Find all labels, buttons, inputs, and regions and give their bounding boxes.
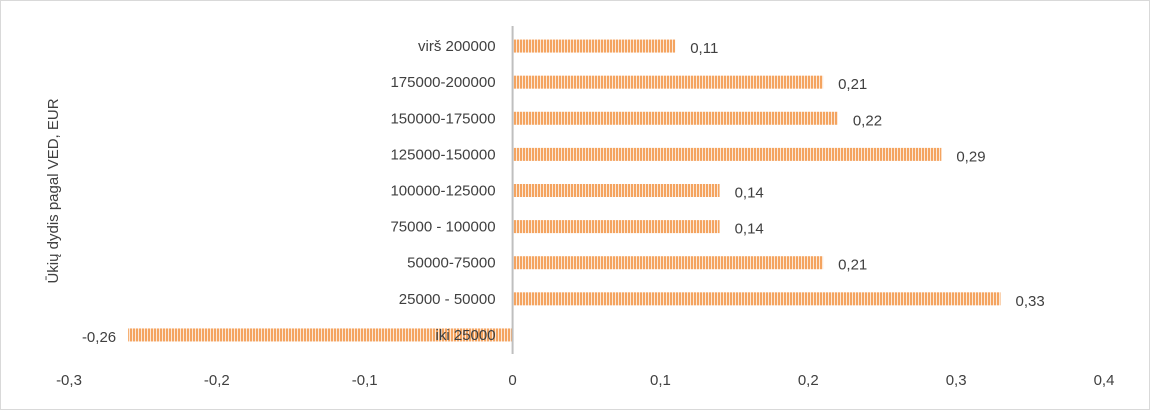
x-tick-label-6: 0,3 (946, 372, 967, 389)
bar-7 (512, 75, 824, 89)
y-axis-label: Ūkių dydis pagal VED, EUR (45, 98, 62, 283)
category-label-4: 100000-125000 (390, 183, 495, 200)
x-tick-label-3: 0 (508, 372, 516, 389)
data-label-0: -0,26 (82, 329, 116, 346)
category-label-7: 175000-200000 (390, 74, 495, 91)
category-label-0: iki 25000 (436, 327, 496, 344)
category-label-8: virš 200000 (418, 38, 496, 55)
category-label-3: 75000 - 100000 (390, 219, 495, 236)
x-tick-label-0: -0,3 (56, 372, 82, 389)
category-label-1: 25000 - 50000 (399, 291, 496, 308)
data-label-5: 0,29 (956, 148, 985, 165)
data-label-1: 0,33 (1016, 293, 1045, 310)
category-label-2: 50000-75000 (407, 255, 495, 272)
bar-5 (512, 147, 942, 161)
data-label-2: 0,21 (838, 257, 867, 274)
bar-3 (512, 220, 720, 234)
data-label-8: 0,11 (690, 40, 718, 57)
x-tick-label-7: 0,4 (1094, 372, 1115, 389)
x-tick-label-1: -0,2 (204, 372, 230, 389)
category-label-5: 125000-150000 (390, 146, 495, 163)
x-tick-label-4: 0,1 (650, 372, 671, 389)
bar-8 (512, 39, 676, 53)
data-label-4: 0,14 (735, 185, 764, 202)
bar-2 (512, 256, 824, 270)
bar-6 (512, 111, 838, 125)
bar-4 (512, 184, 720, 197)
bar-1 (512, 292, 1001, 306)
category-label-6: 150000-175000 (390, 110, 495, 127)
data-label-7: 0,21 (838, 76, 867, 93)
data-label-6: 0,22 (853, 112, 882, 129)
x-tick-label-2: -0,1 (352, 372, 378, 389)
bar-0 (128, 328, 513, 342)
x-tick-label-5: 0,2 (798, 372, 819, 389)
data-label-3: 0,14 (735, 221, 764, 238)
